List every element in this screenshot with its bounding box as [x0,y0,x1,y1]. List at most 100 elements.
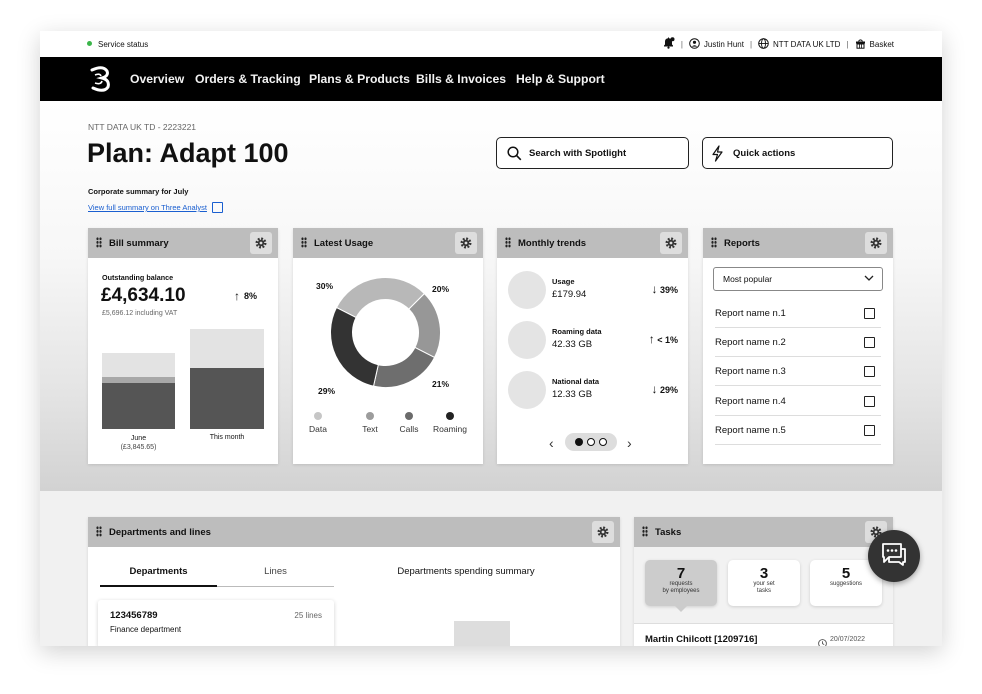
pager-dot[interactable] [587,438,595,446]
legend-dot [366,412,374,420]
department-row[interactable]: 123456789 25 lines Finance department [98,600,334,646]
settings-gear-icon[interactable] [250,232,272,254]
quick-actions-button[interactable]: Quick actions [702,137,893,169]
settings-gear-icon[interactable] [865,232,887,254]
legend-label: Text [362,424,378,434]
reports-filter-select[interactable]: Most popular [713,267,883,291]
task-tile-your-set[interactable]: 3 your set tasks [728,560,800,606]
bar-label-june: June (£3,845.65) [102,434,175,452]
report-row[interactable]: Report name n.4 [715,387,881,416]
settings-gear-icon[interactable] [660,232,682,254]
quick-actions-label: Quick actions [733,147,796,159]
donut-segment-calls [372,346,436,388]
basket-icon [855,38,866,51]
basket-link[interactable]: Basket [869,39,894,49]
external-link-icon [211,202,223,213]
usage-pct-label-roaming: 29% [318,386,336,396]
tab-departments[interactable]: Departments [100,557,217,587]
task-entry-name: Martin Chilcott [1209716] [645,634,758,645]
reports-filter-value: Most popular [723,274,773,284]
bill-summary-card: Bill summary Outstanding balance £4,634.… [88,228,278,464]
report-name: Report name n.4 [715,395,786,407]
settings-gear-icon[interactable] [592,521,614,543]
nav-orders-tracking[interactable]: Orders & Tracking [195,72,301,86]
trend-icon-placeholder [508,271,546,309]
user-name-link[interactable]: Justin Hunt [703,39,744,49]
three-logo-icon[interactable] [85,64,115,94]
browser-frame: Service status | Justin Hunt | NTT DATA … [40,31,942,646]
card-title: Monthly trends [518,237,587,249]
report-row[interactable]: Report name n.3 [715,357,881,386]
bar-label-june-amount: (£3,845.65) [120,444,157,451]
trend-change: ↓ 29% [651,382,678,396]
drag-handle-icon[interactable] [96,526,102,537]
main-navigation: Overview Orders & Tracking Plans & Produ… [40,57,942,101]
task-entry[interactable]: Martin Chilcott [1209716] 20/07/2022 [634,623,893,646]
globe-icon [758,37,769,51]
card-title: Latest Usage [314,237,374,249]
report-row[interactable]: Report name n.5 [715,416,881,445]
pager-prev-icon[interactable]: ‹ [549,435,554,451]
pager-dot[interactable] [599,438,607,446]
drag-handle-icon[interactable] [505,237,511,248]
external-link-icon[interactable] [864,366,875,377]
service-status-link[interactable]: Service status [98,40,149,49]
settings-gear-icon[interactable] [455,232,477,254]
external-link-icon[interactable] [864,396,875,407]
drag-handle-icon[interactable] [711,237,717,248]
tasks-card: Tasks 7 requests by employees 3 your set… [634,517,893,646]
trend-row-roaming-data: Roaming data 42.33 GB ↑ < 1% [508,321,678,361]
report-row[interactable]: Report name n.2 [715,328,881,357]
trend-change-value: 29% [659,385,678,395]
drag-handle-icon[interactable] [301,237,307,248]
task-label-line1: requests [669,581,693,587]
legend-label: Data [309,424,327,434]
external-link-icon[interactable] [864,337,875,348]
incl-vat-text: £5,696.12 including VAT [102,310,178,317]
department-lines-count: 25 lines [294,611,322,620]
trend-label: Roaming data [552,327,602,336]
trend-label: Usage [552,277,575,286]
legend-dot [314,412,322,420]
legend-label: Calls [399,424,419,434]
drag-handle-icon[interactable] [96,237,102,248]
chat-button[interactable] [868,530,920,582]
company-link[interactable]: NTT DATA UK LTD [773,39,841,49]
clock-icon [818,635,827,646]
usage-pct-label-text: 20% [432,284,450,294]
tab-lines[interactable]: Lines [217,557,334,587]
task-entry-date: 20/07/2022 [830,636,866,643]
pager-dot-active[interactable] [575,438,583,446]
arrow-down-icon: ↓ [651,282,658,296]
nav-bills-invoices[interactable]: Bills & Invoices [416,72,507,86]
card-title: Tasks [655,526,682,538]
legend-data: Data [305,412,331,434]
legend-label: Roaming [432,424,468,434]
task-label-line2: by employees [662,588,700,594]
trend-change: ↑ < 1% [649,332,678,346]
search-spotlight-label: Search with Spotlight [529,147,627,159]
usage-pct-label-data: 30% [316,281,334,291]
external-link-icon[interactable] [864,425,875,436]
trend-row-usage: Usage £179.94 ↓ 39% [508,271,678,311]
arrow-up-icon: ↑ [648,332,655,346]
latest-usage-card: Latest Usage 30% 20% 21% 29% Data Text C… [293,228,483,464]
nav-overview[interactable]: Overview [130,72,185,86]
trend-value: 42.33 GB [552,339,593,350]
report-name: Report name n.1 [715,307,786,319]
external-link-icon[interactable] [864,308,875,319]
task-label-line1: suggestions [829,581,863,587]
report-name: Report name n.3 [715,365,786,377]
nav-plans-products[interactable]: Plans & Products [309,72,410,86]
search-spotlight-button[interactable]: Search with Spotlight [496,137,689,169]
task-tile-requests[interactable]: 7 requests by employees [645,560,717,606]
notifications-icon[interactable] [662,37,675,51]
bar-label-june-text: June [130,435,147,442]
nav-help-support[interactable]: Help & Support [516,72,605,86]
view-full-summary-link[interactable]: View full summary on Three Analyst [88,202,223,213]
report-row[interactable]: Report name n.1 [715,299,881,328]
drag-handle-icon[interactable] [642,526,648,537]
trend-value: £179.94 [552,289,587,300]
pager-next-icon[interactable]: › [627,435,632,451]
outstanding-balance-label: Outstanding balance [102,273,174,282]
